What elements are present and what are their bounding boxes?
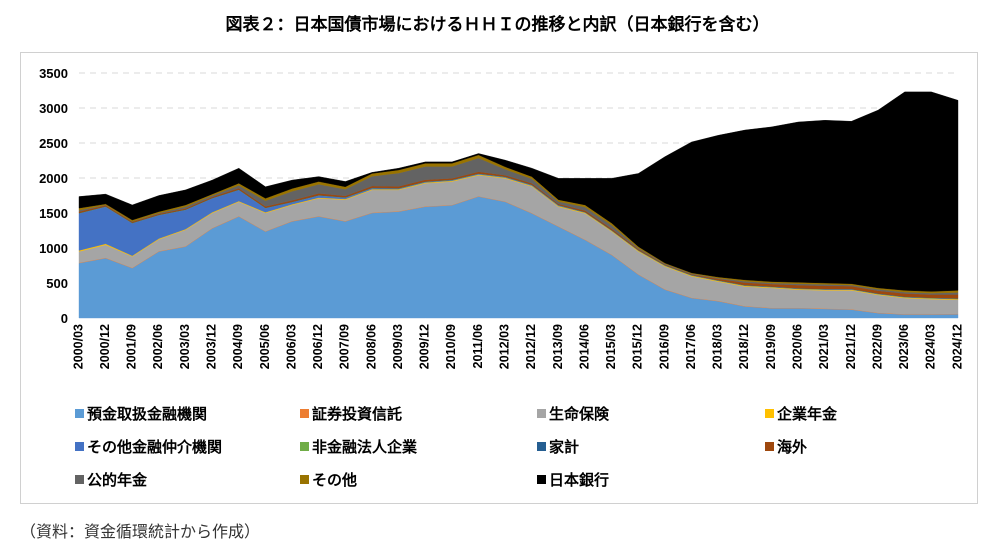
- legend-label: 証券投資信託: [312, 405, 403, 423]
- x-tick-label: 2020/06: [790, 324, 804, 369]
- area-series-10: [78, 91, 959, 292]
- y-tick-label: 3500: [39, 66, 68, 81]
- legend-swatch: [537, 442, 546, 451]
- x-tick-label: 2003/12: [204, 324, 218, 369]
- x-tick-label: 2009/03: [391, 324, 405, 369]
- legend-item: 預金取扱金融機関: [75, 403, 207, 424]
- x-tick-label: 2000/03: [71, 324, 85, 369]
- legend-item: 家計: [537, 436, 579, 457]
- x-tick-label: 2006/12: [311, 324, 325, 369]
- legend-label: 海外: [777, 438, 808, 456]
- y-tick-label: 500: [46, 276, 68, 291]
- x-tick-label: 2018/03: [711, 324, 725, 369]
- chart-title: 図表２：日本国債市場におけるＨＨＩの推移と内訳（日本銀行を含む）: [225, 15, 770, 35]
- x-tick-label: 2015/03: [604, 324, 618, 369]
- x-tick-label: 2003/03: [178, 324, 192, 369]
- x-tick-label: 2013/09: [551, 324, 565, 369]
- legend-swatch: [765, 442, 774, 451]
- x-tick-label: 2012/03: [497, 324, 511, 369]
- y-tick-label: 3000: [39, 101, 68, 116]
- x-tick-label: 2021/12: [844, 324, 858, 369]
- x-tick-label: 2016/09: [657, 324, 671, 369]
- legend-item: 非金融法人企業: [300, 436, 417, 457]
- legend-swatch: [765, 409, 774, 418]
- legend-item: 日本銀行: [537, 469, 609, 490]
- x-tick-label: 2010/09: [444, 324, 458, 369]
- x-tick-label: 2008/06: [364, 324, 378, 369]
- x-tick-label: 2001/09: [125, 324, 139, 369]
- source-note: （資料：資金循環統計から作成）: [20, 522, 261, 541]
- x-tick-label: 2022/09: [870, 324, 884, 369]
- legend-item: その他金融仲介機関: [75, 436, 222, 457]
- legend-item: その他: [300, 469, 357, 490]
- legend-label: その他金融仲介機関: [87, 438, 223, 456]
- x-tick-label: 2007/09: [338, 324, 352, 369]
- legend-item: 証券投資信託: [300, 403, 402, 424]
- x-tick-label: 2019/09: [764, 324, 778, 369]
- legend-swatch: [537, 475, 546, 484]
- legend-item: 企業年金: [765, 403, 837, 424]
- legend-item: 海外: [765, 436, 807, 457]
- legend-label: その他: [312, 471, 358, 489]
- legend-label: 日本銀行: [549, 471, 610, 489]
- y-tick-label: 0: [61, 311, 68, 326]
- x-tick-label: 2014/06: [577, 324, 591, 369]
- x-tick-label: 2023/06: [897, 324, 911, 369]
- y-tick-label: 1000: [39, 241, 68, 256]
- legend-swatch: [537, 409, 546, 418]
- x-tick-label: 2006/03: [284, 324, 298, 369]
- y-tick-label: 2500: [39, 136, 68, 151]
- x-tick-label: 2012/12: [524, 324, 538, 369]
- legend-swatch: [300, 409, 309, 418]
- x-tick-label: 2009/12: [418, 324, 432, 369]
- legend-swatch: [300, 475, 309, 484]
- x-tick-label: 2017/06: [684, 324, 698, 369]
- y-tick-label: 2000: [39, 171, 68, 186]
- x-tick-label: 2002/06: [151, 324, 165, 369]
- legend-label: 生命保険: [549, 405, 610, 423]
- y-tick-label: 1500: [39, 206, 68, 221]
- x-tick-label: 2015/12: [631, 324, 645, 369]
- legend-label: 預金取扱金融機関: [87, 405, 208, 423]
- x-tick-label: 2011/06: [471, 324, 485, 369]
- x-tick-label: 2005/06: [258, 324, 272, 369]
- x-tick-label: 2024/12: [950, 324, 964, 369]
- legend-swatch: [75, 442, 84, 451]
- legend-item: 公的年金: [75, 469, 147, 490]
- legend-swatch: [300, 442, 309, 451]
- x-tick-label: 2021/03: [817, 324, 831, 369]
- legend-label: 公的年金: [87, 471, 148, 489]
- legend-item: 生命保険: [537, 403, 609, 424]
- legend-swatch: [75, 475, 84, 484]
- legend-label: 家計: [549, 438, 580, 456]
- x-tick-label: 2004/09: [231, 324, 245, 369]
- x-tick-label: 2018/12: [737, 324, 751, 369]
- x-tick-label: 2000/12: [98, 324, 112, 369]
- legend-label: 企業年金: [777, 405, 838, 423]
- legend-label: 非金融法人企業: [312, 438, 418, 456]
- x-tick-label: 2024/03: [924, 324, 938, 369]
- chart-frame: [20, 52, 978, 504]
- legend-swatch: [75, 409, 84, 418]
